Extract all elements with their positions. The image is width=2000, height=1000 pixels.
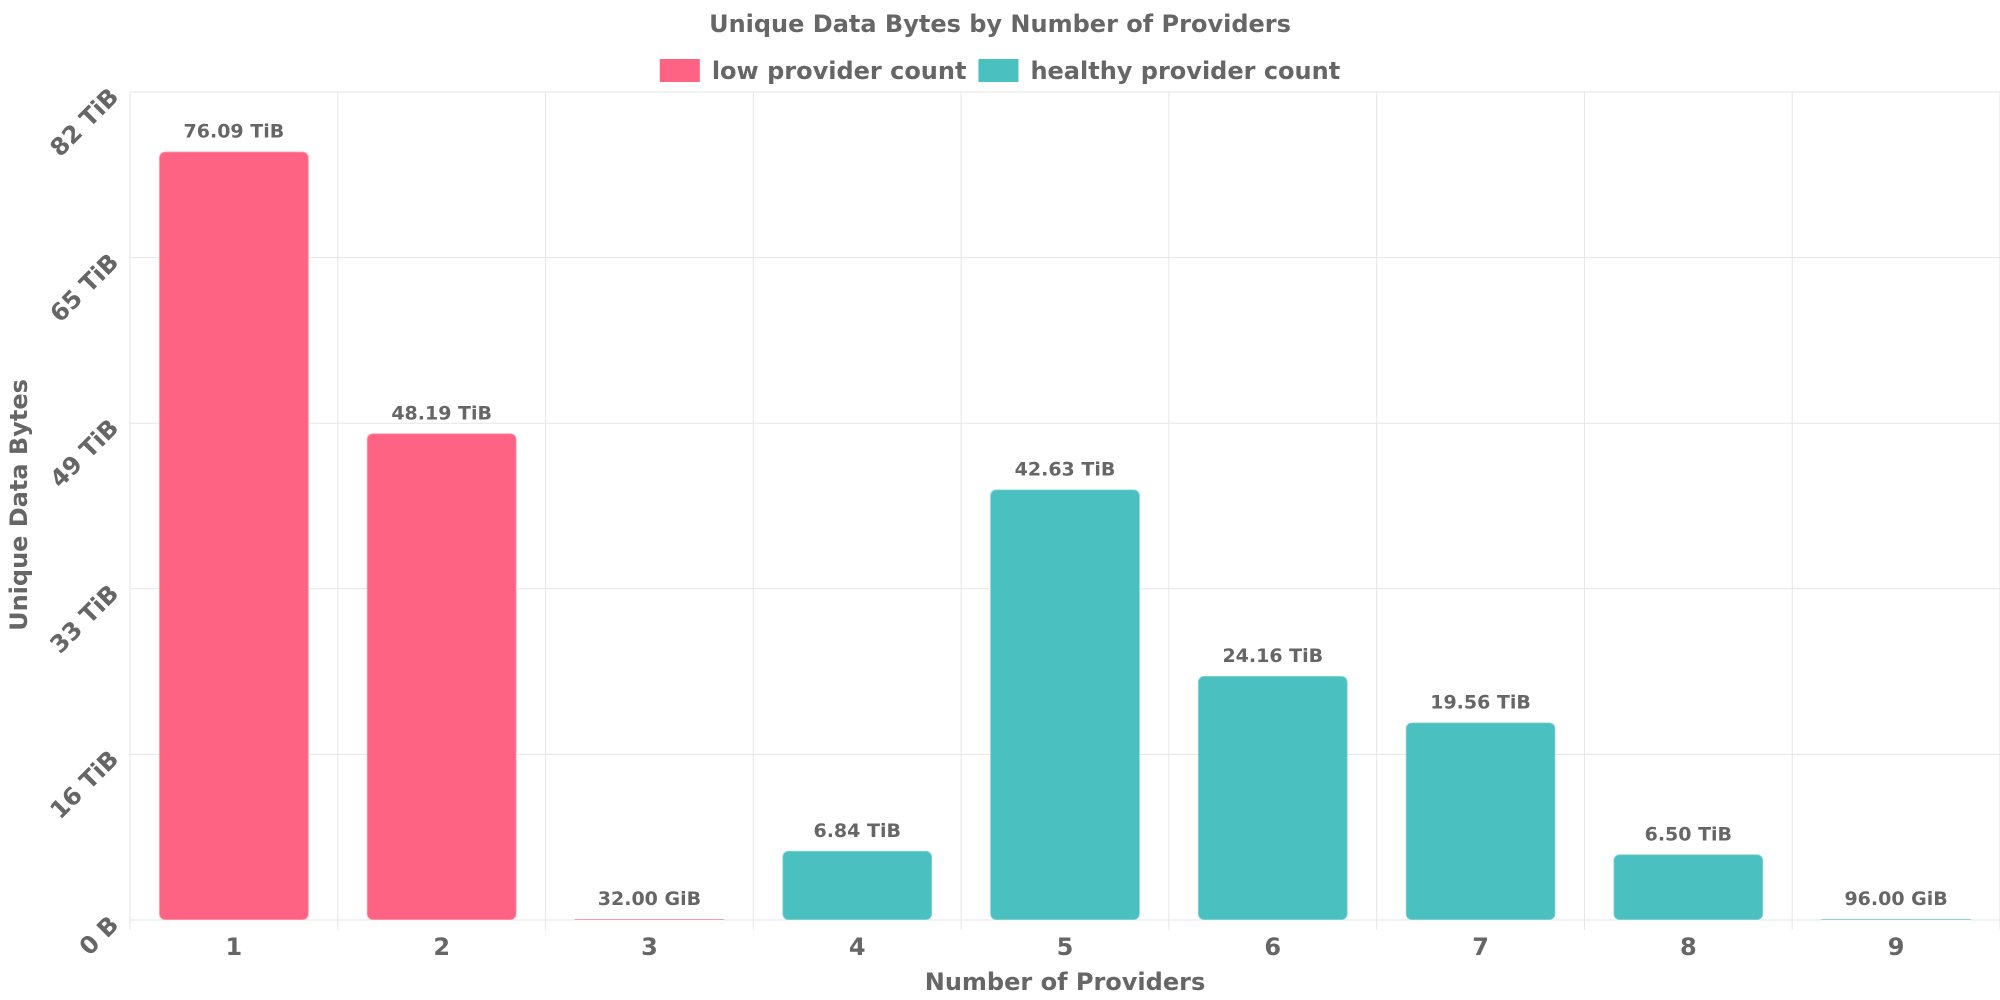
x-tick-label: 3 <box>641 933 658 961</box>
bars <box>158 150 1972 921</box>
x-axis-title: Number of Providers <box>925 968 1205 996</box>
x-tick-label: 5 <box>1057 933 1074 961</box>
y-tick-label: 65 TiB <box>45 248 125 328</box>
x-tick-label: 6 <box>1264 933 1281 961</box>
y-tick-label: 33 TiB <box>45 579 125 659</box>
legend-label: healthy provider count <box>1030 57 1340 85</box>
legend-item[interactable]: healthy provider count <box>978 57 1340 85</box>
chart-title: Unique Data Bytes by Number of Providers <box>709 10 1291 38</box>
bar[interactable] <box>573 918 725 921</box>
x-tick-label: 1 <box>226 933 243 961</box>
bar-value-label: 24.16 TiB <box>1222 645 1323 667</box>
bar-value-label: 48.19 TiB <box>391 402 492 424</box>
bar-value-label: 6.84 TiB <box>813 820 900 842</box>
bar-value-label: 32.00 GiB <box>598 888 701 910</box>
bar[interactable] <box>366 432 518 921</box>
y-tick-label: 0 B <box>74 910 124 960</box>
legend: low provider count healthy provider count <box>659 57 1340 85</box>
bar[interactable] <box>989 488 1141 921</box>
x-tick-label: 4 <box>849 933 866 961</box>
bar-value-label: 96.00 GiB <box>1844 888 1947 910</box>
legend-label: low provider count <box>712 57 967 85</box>
y-axis-ticks: 0 B 16 TiB 33 TiB 49 TiB 65 TiB 82 TiB <box>45 82 125 960</box>
legend-swatch <box>978 59 1019 82</box>
bar-value-label: 76.09 TiB <box>184 121 285 143</box>
bar[interactable] <box>1612 853 1764 921</box>
y-tick-label: 82 TiB <box>45 82 125 162</box>
bar-value-label: 6.50 TiB <box>1645 823 1732 845</box>
legend-item[interactable]: low provider count <box>659 57 967 85</box>
x-axis-ticks: 1 2 3 4 5 6 7 8 9 <box>226 933 1905 961</box>
x-tick-label: 2 <box>433 933 450 961</box>
legend-swatch <box>659 59 700 82</box>
bar-value-label: 19.56 TiB <box>1430 691 1531 713</box>
y-axis-title: Unique Data Bytes <box>5 379 33 631</box>
x-tick-label: 9 <box>1888 933 1905 961</box>
data-labels: 76.09 TiB 48.19 TiB 32.00 GiB 6.84 TiB 42.63… <box>184 121 1948 910</box>
x-tick-label: 7 <box>1472 933 1489 961</box>
bar[interactable] <box>158 150 310 921</box>
bar-value-label: 42.63 TiB <box>1015 459 1116 481</box>
bar[interactable] <box>1405 721 1557 921</box>
bar[interactable] <box>1820 918 1972 921</box>
bar[interactable] <box>781 850 933 921</box>
x-tick-label: 8 <box>1680 933 1697 961</box>
y-tick-label: 16 TiB <box>45 745 125 825</box>
y-tick-label: 49 TiB <box>45 414 125 494</box>
bar[interactable] <box>1197 675 1349 921</box>
